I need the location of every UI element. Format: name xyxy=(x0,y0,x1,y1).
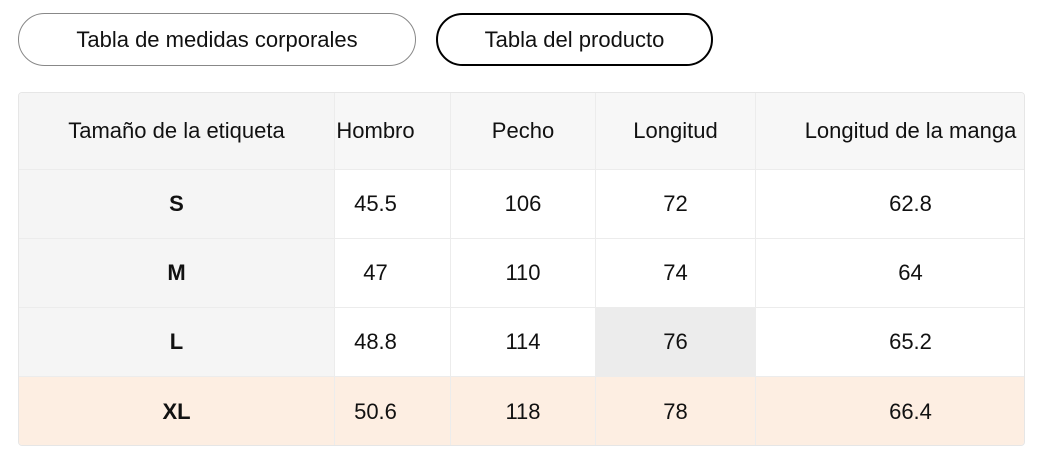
table-cell: 76 xyxy=(596,308,756,377)
table-cell: 118 xyxy=(451,377,596,445)
header-cell: Pecho xyxy=(451,93,596,170)
tab[interactable]: Tabla de medidas corporales xyxy=(18,13,416,66)
size-label: L xyxy=(19,308,335,377)
table-cell: 114 xyxy=(451,308,596,377)
table-cell: 65.2 xyxy=(756,308,1024,377)
size-label: S xyxy=(19,170,335,239)
table-cell: 45.5 xyxy=(301,170,451,239)
table-cell: 62.8 xyxy=(756,170,1024,239)
header-cell: Longitud xyxy=(596,93,756,170)
table-cell: 106 xyxy=(451,170,596,239)
size-label: M xyxy=(19,239,335,308)
size-label: XL xyxy=(19,377,335,445)
header-cell: Longitud de la manga xyxy=(756,93,1024,170)
tab-selected[interactable]: Tabla del producto xyxy=(436,13,713,66)
table-cell: 72 xyxy=(596,170,756,239)
table-cell: 66.4 xyxy=(756,377,1024,445)
table-cell: 64 xyxy=(756,239,1024,308)
table-cell: 74 xyxy=(596,239,756,308)
table-cell: 78 xyxy=(596,377,756,445)
size-table: Hombro 45.5 47 48.8 50.6 Pecho 106 110 114 118 Lon… xyxy=(18,92,1025,446)
header-cell: Tamaño de la etiqueta xyxy=(19,93,335,170)
table-cell: 110 xyxy=(451,239,596,308)
